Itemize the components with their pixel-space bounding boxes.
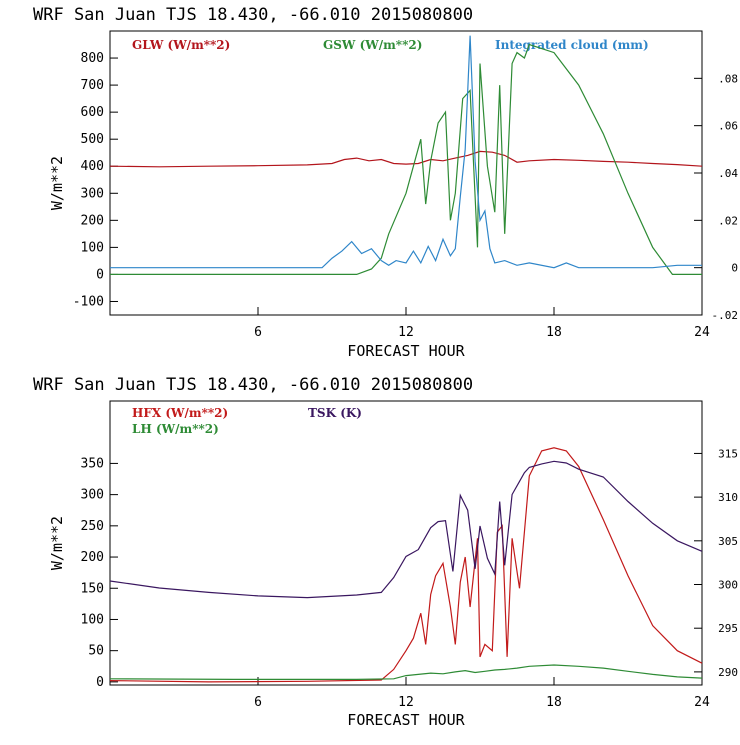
chart-1-series-gsw-line: [110, 43, 702, 275]
chart-1-series-integrated-line: [110, 35, 702, 269]
chart-2-y-tick-label: 300: [81, 488, 104, 503]
chart-1-y-tick-label: -100: [73, 294, 104, 309]
chart-2-y2-tick-label: 310: [718, 491, 738, 504]
chart-2-x-tick-label: 12: [398, 695, 414, 710]
chart-1-legend-cloud: Integrated cloud (mm): [495, 38, 649, 52]
chart-1-y2-tick-label: .04: [718, 167, 738, 180]
chart-1: WRF San Juan TJS 18.430, -66.010 2015080…: [33, 5, 738, 360]
chart-2-y-tick-label: 250: [81, 519, 104, 534]
chart-1-x-tick-label: 12: [398, 325, 414, 340]
chart-1-legend-gsw: GSW (W/m**2): [323, 38, 422, 52]
chart-2-x-axis-label: FORECAST HOUR: [347, 711, 465, 729]
chart-2-legend-hfx: HFX (W/m**2): [132, 406, 228, 420]
chart-2-y2-tick-label: 300: [718, 579, 738, 592]
chart-1-y2-tick-label: .02: [718, 214, 738, 227]
chart-2-y-tick-label: 0: [96, 675, 104, 690]
chart-1-y-tick-label: 100: [81, 240, 104, 255]
chart-2-x-tick-label: 24: [694, 695, 710, 710]
chart-2-y-tick-label: 100: [81, 612, 104, 627]
chart-1-y2-tick-label: .06: [718, 120, 738, 133]
chart-2-y2-tick-label: 290: [718, 666, 738, 679]
chart-2-series-tsk-line: [109, 460, 703, 599]
chart-2-y-tick-label: 150: [81, 581, 104, 596]
chart-1-plot-frame: [109, 30, 703, 316]
chart-2-y2-tick-label: 295: [718, 622, 738, 635]
chart-1-y-axis-label: W/m**2: [48, 156, 66, 210]
chart-1-x-tick-label: 18: [546, 325, 562, 340]
chart-1-title: WRF San Juan TJS 18.430, -66.010 2015080…: [33, 5, 473, 25]
chart-1-y-tick-label: 0: [96, 267, 104, 282]
chart-1-y-tick-label: 500: [81, 132, 104, 147]
chart-2-x-tick-label: 6: [254, 695, 262, 710]
chart-1-x-axis-label: FORECAST HOUR: [347, 342, 465, 360]
chart-1-x-tick-label: 24: [694, 325, 710, 340]
chart-2-y2-tick-label: 305: [718, 535, 738, 548]
chart-1-y-tick-label: 600: [81, 105, 104, 120]
chart-1-series-glw-line: [109, 150, 703, 168]
chart-2-legend-lh: LH (W/m**2): [132, 422, 219, 436]
chart-2-y-tick-label: 50: [88, 644, 104, 659]
chart-1-y-tick-label: 200: [81, 213, 104, 228]
chart-2-title: WRF San Juan TJS 18.430, -66.010 2015080…: [33, 375, 473, 395]
chart-1-y-tick-label: 800: [81, 51, 104, 66]
chart-2-y-tick-label: 350: [81, 456, 104, 471]
chart-1-y-tick-label: 400: [81, 159, 104, 174]
chart-2-legend-tsk: TSK (K): [308, 406, 362, 420]
chart-1-y2-tick-label: -.02: [712, 309, 739, 322]
chart-2: WRF San Juan TJS 18.430, -66.010 2015080…: [33, 375, 738, 729]
chart-2-x-tick-label: 18: [546, 695, 562, 710]
chart-1-legend-glw: GLW (W/m**2): [132, 38, 230, 52]
chart-2-y2-tick-label: 315: [718, 447, 738, 460]
chart-2-y-tick-label: 200: [81, 550, 104, 565]
chart-1-x-tick-label: 6: [254, 325, 262, 340]
chart-1-y-tick-label: 700: [81, 78, 104, 93]
chart-2-series-hfx-line: [109, 447, 703, 683]
chart-2-y-axis-label: W/m**2: [48, 516, 66, 570]
chart-2-series-lh-line: [109, 664, 703, 681]
chart-1-y2-tick-label: 0: [731, 262, 738, 275]
chart-1-y-tick-label: 300: [81, 186, 104, 201]
chart-1-y2-tick-label: .08: [718, 72, 738, 85]
